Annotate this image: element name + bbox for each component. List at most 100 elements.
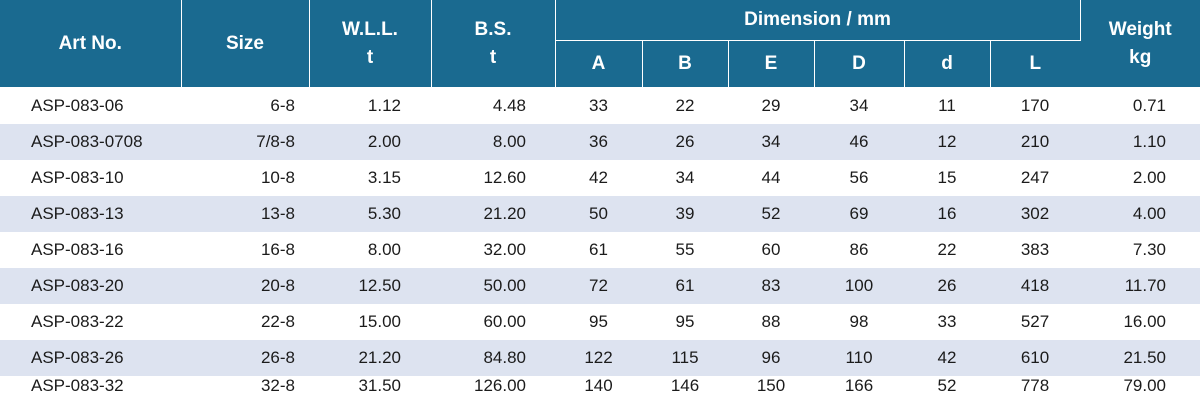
cell-dim-a: 36 [555,124,642,160]
header-dimension-label: Dimension / mm [744,9,891,30]
cell-dim-a: 140 [555,376,642,396]
header-size: Size [181,0,310,88]
cell-dim-b: 34 [642,160,728,196]
cell-size: 6-8 [181,87,309,124]
cell-dim-d-upper: 166 [814,376,904,396]
cell-dim-d-upper: 86 [814,232,904,268]
cell-bs: 60.00 [431,304,555,340]
cell-dim-l: 302 [990,196,1080,232]
cell-dim-d-upper: 100 [814,268,904,304]
header-dim-l: L [990,40,1080,88]
table-row: ASP-083-13 13-8 5.30 21.20 50 39 52 69 1… [0,196,1200,232]
cell-wll: 21.20 [309,340,431,376]
header-wll-unit: t [366,46,374,68]
cell-dim-e: 83 [728,268,814,304]
cell-size: 7/8-8 [181,124,309,160]
cell-dim-d-lower: 52 [904,376,990,396]
cell-dim-b: 95 [642,304,728,340]
header-weight-unit: kg [1129,46,1152,68]
header-art-no-label: Art No. [58,32,122,54]
table-row: ASP-083-22 22-8 15.00 60.00 95 95 88 98 … [0,304,1200,340]
table-row: ASP-083-16 16-8 8.00 32.00 61 55 60 86 2… [0,232,1200,268]
cell-weight: 2.00 [1080,160,1200,196]
cell-wll: 3.15 [309,160,431,196]
cell-dim-b: 26 [642,124,728,160]
cell-dim-l: 170 [990,87,1080,124]
header-dimension: Dimension / mm [555,0,1081,41]
cell-bs: 8.00 [431,124,555,160]
cell-art-no: ASP-083-13 [0,196,181,232]
header-bs-label: B.S. [474,18,512,40]
cell-weight: 11.70 [1080,268,1200,304]
cell-dim-d-lower: 33 [904,304,990,340]
cell-dim-d-lower: 15 [904,160,990,196]
header-row-top: Art No. Size W.L.L. t B.S. t Dimension /… [0,0,1200,88]
cell-art-no: ASP-083-20 [0,268,181,304]
cell-dim-d-upper: 110 [814,340,904,376]
header-dim-d-lower: d [904,40,991,88]
cell-dim-d-lower: 22 [904,232,990,268]
cell-weight: 21.50 [1080,340,1200,376]
table-row: ASP-083-06 6-8 1.12 4.48 33 22 29 34 11 … [0,87,1200,124]
cell-dim-l: 210 [990,124,1080,160]
header-bs-unit: t [489,46,497,68]
cell-weight: 0.71 [1080,87,1200,124]
cell-wll: 5.30 [309,196,431,232]
cell-wll: 8.00 [309,232,431,268]
cell-dim-l: 247 [990,160,1080,196]
cell-dim-e: 52 [728,196,814,232]
table-row: ASP-083-20 20-8 12.50 50.00 72 61 83 100… [0,268,1200,304]
cell-bs: 21.20 [431,196,555,232]
specification-table: Art No. Size W.L.L. t B.S. t Dimension /… [0,0,1200,396]
cell-dim-a: 72 [555,268,642,304]
cell-dim-a: 95 [555,304,642,340]
cell-bs: 4.48 [431,87,555,124]
cell-dim-d-upper: 69 [814,196,904,232]
header-dim-a: A [555,40,643,88]
cell-bs: 50.00 [431,268,555,304]
cell-dim-l: 527 [990,304,1080,340]
cell-bs: 32.00 [431,232,555,268]
cell-size: 13-8 [181,196,309,232]
cell-dim-b: 61 [642,268,728,304]
cell-dim-d-lower: 42 [904,340,990,376]
cell-dim-a: 50 [555,196,642,232]
cell-dim-a: 122 [555,340,642,376]
cell-dim-b: 22 [642,87,728,124]
header-dim-e: E [728,40,815,88]
cell-dim-a: 33 [555,87,642,124]
header-weight: Weight kg [1080,0,1200,88]
cell-size: 16-8 [181,232,309,268]
cell-dim-d-lower: 26 [904,268,990,304]
cell-size: 22-8 [181,304,309,340]
header-wll-label: W.L.L. [342,18,398,40]
cell-bs: 126.00 [431,376,555,396]
header-wll: W.L.L. t [309,0,432,88]
header-weight-label: Weight [1108,18,1172,40]
cell-dim-d-lower: 11 [904,87,990,124]
cell-dim-d-upper: 56 [814,160,904,196]
cell-weight: 79.00 [1080,376,1200,396]
cell-wll: 31.50 [309,376,431,396]
cell-dim-e: 34 [728,124,814,160]
table-row: ASP-083-26 26-8 21.20 84.80 122 115 96 1… [0,340,1200,376]
cell-dim-l: 778 [990,376,1080,396]
cell-dim-b: 55 [642,232,728,268]
cell-art-no: ASP-083-32 [0,376,181,396]
cell-dim-d-upper: 34 [814,87,904,124]
cell-dim-d-upper: 46 [814,124,904,160]
header-bs: B.S. t [431,0,556,88]
cell-dim-d-lower: 16 [904,196,990,232]
cell-art-no: ASP-083-26 [0,340,181,376]
cell-dim-e: 96 [728,340,814,376]
cell-dim-l: 418 [990,268,1080,304]
cell-size: 26-8 [181,340,309,376]
cell-weight: 4.00 [1080,196,1200,232]
cell-bs: 12.60 [431,160,555,196]
cell-dim-l: 610 [990,340,1080,376]
cell-size: 20-8 [181,268,309,304]
cell-art-no: ASP-083-06 [0,87,181,124]
cell-dim-d-lower: 12 [904,124,990,160]
table-row: ASP-083-0708 7/8-8 2.00 8.00 36 26 34 46… [0,124,1200,160]
cell-size: 32-8 [181,376,309,396]
